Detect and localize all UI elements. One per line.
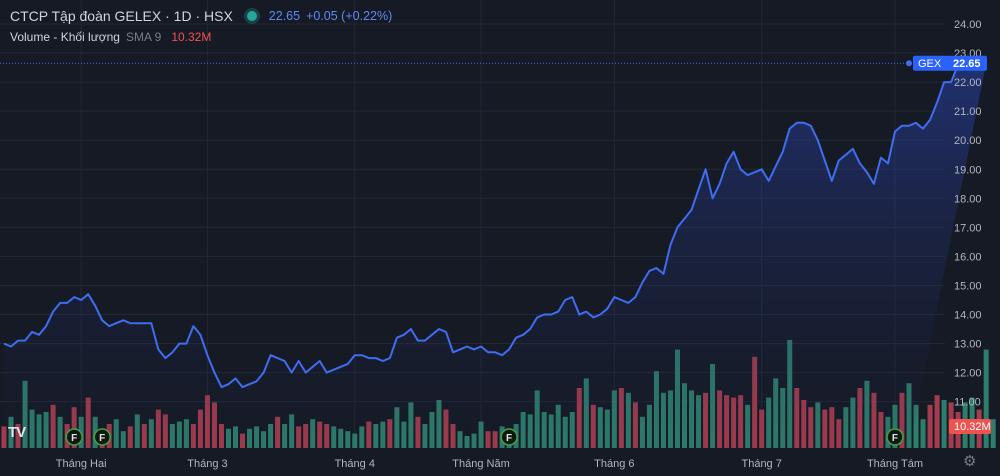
price-area-fill: [4, 56, 987, 448]
volume-bar: [983, 349, 989, 448]
chart-legend: CTCP Tập đoàn GELEX · 1D · HSX 22.65 +0.…: [10, 6, 392, 46]
y-tick-label: 14.00: [954, 310, 982, 322]
y-tick-label: 15.00: [954, 280, 982, 292]
y-tick-label: 12.00: [954, 368, 982, 380]
y-tick-label: 20.00: [954, 135, 982, 147]
y-tick-label: 18.00: [954, 193, 982, 205]
last-price-point: [905, 59, 913, 68]
event-marker[interactable]: [500, 428, 518, 446]
y-tick-label: 13.00: [954, 339, 982, 351]
volume-badge: 10.32M: [949, 419, 991, 434]
x-tick-label: Tháng 4: [335, 458, 375, 470]
volume-bar: [927, 404, 933, 448]
market-status-icon: [246, 10, 257, 21]
event-marker[interactable]: [886, 428, 904, 446]
price-change: +0.05 (+0.22%): [306, 8, 393, 23]
symbol-title[interactable]: CTCP Tập đoàn GELEX · 1D · HSX: [10, 7, 233, 24]
volume-value: 10.32M: [171, 30, 212, 44]
event-marker-label: F: [99, 433, 105, 444]
event-marker[interactable]: [93, 428, 112, 446]
volume-bar: [934, 395, 940, 448]
x-tick-label: Tháng Tám: [867, 458, 923, 470]
x-tick-label: Tháng Năm: [452, 458, 509, 470]
volume-bar: [941, 400, 947, 448]
volume-bar: [920, 419, 926, 448]
event-marker-label: F: [506, 433, 512, 444]
tradingview-logo-icon[interactable]: TV: [8, 424, 26, 441]
gear-icon[interactable]: ⚙: [963, 453, 977, 470]
x-tick-label: Tháng 3: [187, 458, 227, 470]
y-tick-label: 16.00: [954, 251, 982, 263]
y-tick-label: 24.00: [954, 19, 982, 31]
y-tick-label: 22.00: [954, 77, 982, 89]
price-badge-ticker: GEX: [918, 58, 942, 70]
volume-bar: [990, 419, 996, 448]
price-area: [4, 56, 987, 448]
volume-indicator-name[interactable]: Volume - Khối lượng: [10, 30, 120, 44]
price-badge-value: 22.65: [953, 58, 981, 70]
price-series-line: [3, 55, 987, 389]
event-marker-label: F: [892, 433, 898, 444]
time-axis[interactable]: Tháng Hai Tháng 3 Tháng 4 Tháng Năm Tháng 6 T…: [56, 458, 923, 470]
x-tick-label: Tháng 6: [594, 458, 634, 470]
y-tick-label: 11.00: [954, 397, 981, 409]
last-price: 22.65: [268, 8, 301, 23]
y-tick-label: 21.00: [954, 106, 982, 118]
volume-sma-label: SMA 9: [125, 30, 162, 44]
volume-bar: [913, 404, 919, 448]
volume-badge-value: 10.32M: [954, 421, 991, 433]
y-tick-label: 19.00: [954, 164, 982, 176]
event-marker[interactable]: [65, 428, 83, 446]
x-tick-label: Tháng 7: [741, 458, 781, 470]
price-axis[interactable]: 11.00 12.00 13.00 14.00 15.00 16.00 17.00 18.00…: [954, 19, 982, 409]
price-line: [3, 55, 987, 389]
price-badge: GEX 22.65: [913, 55, 987, 71]
x-tick-label: Tháng Hai: [56, 458, 107, 470]
y-tick-label: 17.00: [954, 222, 982, 234]
chart-grid: [0, 0, 945, 448]
event-marker-label: F: [71, 433, 77, 444]
